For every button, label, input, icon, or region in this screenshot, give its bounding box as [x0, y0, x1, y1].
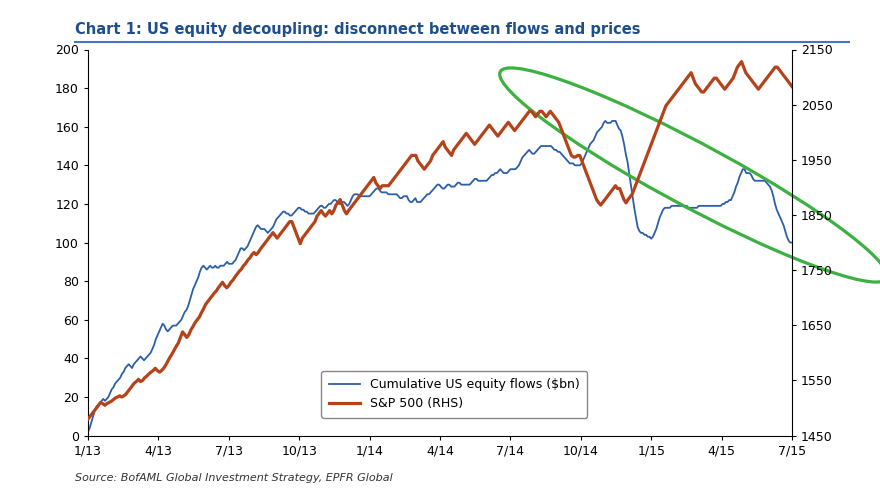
- Legend: Cumulative US equity flows ($bn), S&P 500 (RHS): Cumulative US equity flows ($bn), S&P 50…: [321, 371, 587, 418]
- S&P 500 (RHS): [787, 84, 797, 90]
- Cumulative US equity flows ($bn): [83, 429, 93, 435]
- S&P 500 (RHS): [658, 108, 669, 114]
- Line: S&P 500 (RHS): S&P 500 (RHS): [88, 62, 792, 419]
- Cumulative US equity flows ($bn): [787, 240, 797, 246]
- Cumulative US equity flows ($bn): [600, 118, 611, 124]
- Line: Cumulative US equity flows ($bn): Cumulative US equity flows ($bn): [88, 121, 792, 432]
- Cumulative US equity flows ($bn): [304, 211, 314, 217]
- Text: Chart 1: US equity decoupling: disconnect between flows and prices: Chart 1: US equity decoupling: disconnec…: [75, 22, 641, 37]
- Cumulative US equity flows ($bn): [609, 118, 620, 124]
- S&P 500 (RHS): [478, 130, 488, 136]
- S&P 500 (RHS): [92, 405, 102, 411]
- S&P 500 (RHS): [83, 416, 93, 422]
- Text: Source: BofAML Global Investment Strategy, EPFR Global: Source: BofAML Global Investment Strateg…: [75, 473, 392, 483]
- S&P 500 (RHS): [667, 95, 678, 100]
- S&P 500 (RHS): [238, 263, 249, 269]
- Cumulative US equity flows ($bn): [587, 139, 598, 145]
- S&P 500 (RHS): [293, 235, 304, 241]
- S&P 500 (RHS): [737, 59, 747, 65]
- Cumulative US equity flows ($bn): [518, 152, 529, 158]
- Cumulative US equity flows ($bn): [661, 205, 671, 211]
- Cumulative US equity flows ($bn): [90, 407, 100, 413]
